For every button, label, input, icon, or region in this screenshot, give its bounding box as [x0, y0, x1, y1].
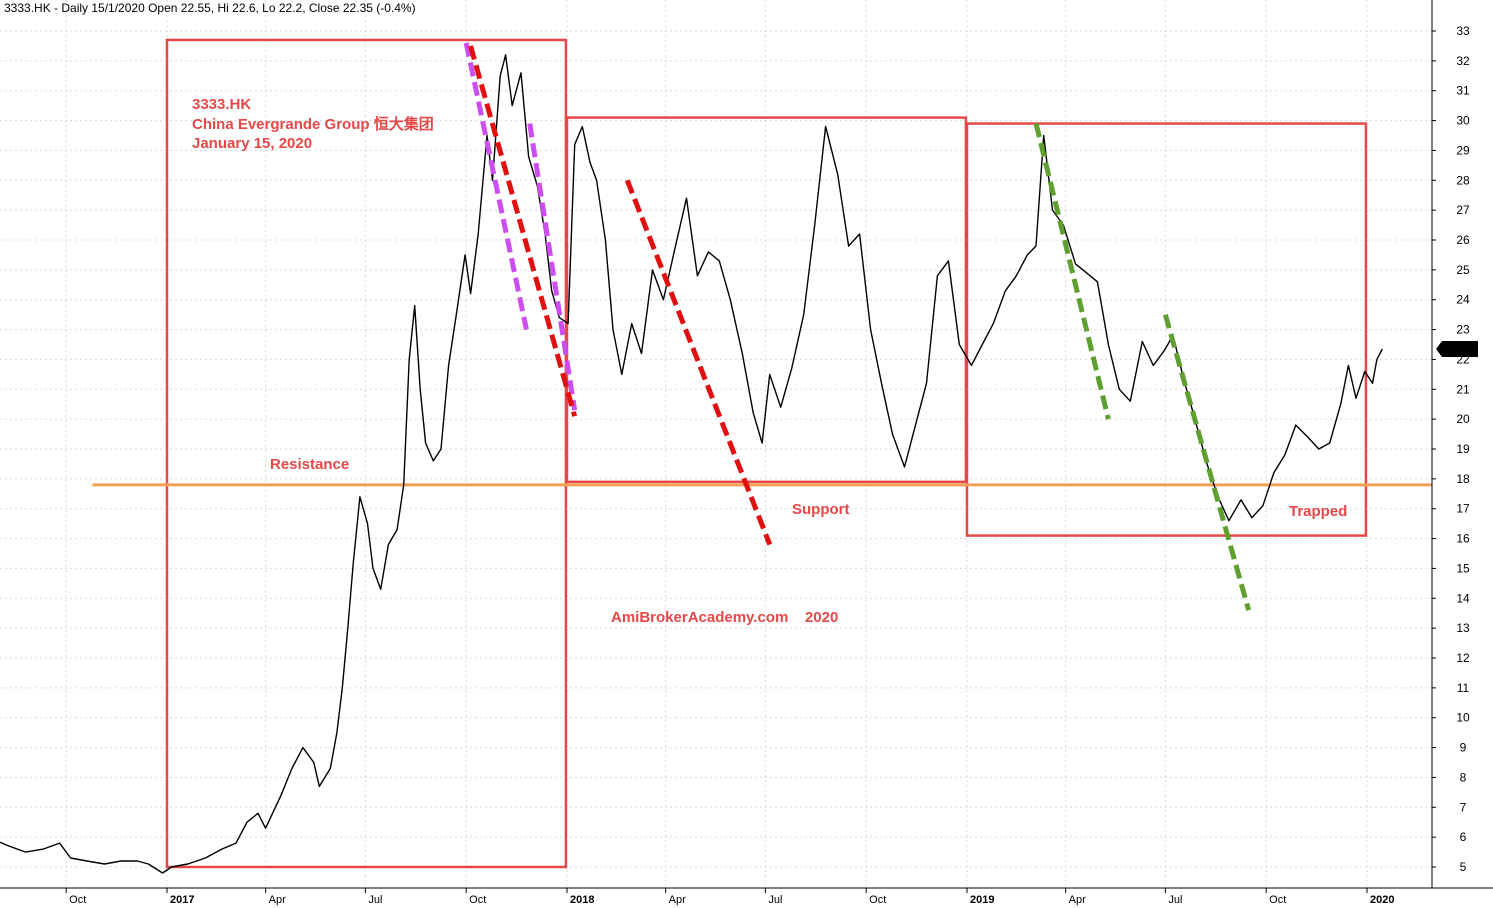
y-tick-label: 27 [1456, 203, 1470, 217]
x-tick-label: 2017 [170, 894, 194, 906]
last-price-tag-label: 22.35 [1445, 342, 1475, 356]
x-axis-ticks: Oct 2017 Apr Jul Oct 2018 Apr Jul Oct 2019 Apr Jul O… [65, 888, 1394, 906]
range-box [965, 122, 1368, 537]
last-price-tag: 22.35 [1436, 340, 1478, 357]
dashed-trend-line [463, 42, 529, 331]
y-tick-label: 14 [1456, 591, 1470, 605]
y-tick-label: 24 [1456, 293, 1470, 307]
dashed-trend-line [468, 45, 578, 417]
y-tick-label: 6 [1460, 830, 1467, 844]
y-tick-label: 11 [1457, 681, 1470, 695]
x-tick-label: Jul [1168, 894, 1182, 906]
axes [0, 0, 1493, 889]
y-tick-label: 7 [1460, 800, 1467, 814]
x-tick-label: Apr [269, 894, 286, 906]
x-tick-label: Jul [368, 894, 382, 906]
x-tick-label: Apr [669, 894, 686, 906]
x-tick-label: Oct [469, 894, 486, 906]
y-tick-label: 29 [1456, 143, 1470, 157]
y-tick-label: 23 [1456, 323, 1470, 337]
y-tick-label: 15 [1456, 561, 1470, 575]
annotation-title-date: January 15, 2020 [192, 135, 312, 152]
chart-header: 3333.HK - Daily 15/1/2020 Open 22.55, Hi… [4, 1, 416, 15]
last-price-tag-shape [1436, 340, 1478, 357]
annotation-title-company: China Evergrande Group 恒大集团 [192, 115, 434, 133]
y-axis-ticks: 5678910111213141516171819202122232425262… [1432, 24, 1470, 874]
x-tick-label: Oct [869, 894, 886, 906]
y-tick-label: 8 [1460, 770, 1467, 784]
annotation-resistance: Resistance [270, 456, 349, 473]
x-tick-label: Apr [1069, 894, 1086, 906]
y-tick-label: 9 [1460, 741, 1467, 755]
y-tick-label: 5 [1460, 860, 1467, 874]
y-tick-label: 20 [1456, 412, 1470, 426]
y-tick-label: 25 [1456, 263, 1470, 277]
annotation-support: Support [792, 501, 850, 518]
y-tick-label: 16 [1456, 532, 1470, 546]
y-tick-label: 30 [1456, 114, 1470, 128]
annotation-watermark: AmiBrokerAcademy.com 2020 [611, 609, 838, 626]
x-tick-label: 2019 [970, 894, 994, 906]
y-tick-label: 17 [1456, 502, 1470, 516]
y-tick-label: 31 [1456, 84, 1470, 98]
y-tick-label: 33 [1456, 24, 1470, 38]
x-tick-label: 2020 [1370, 894, 1394, 906]
annotation-title-ticker: 3333.HK [192, 96, 251, 113]
annotation-labels: 3333.HK - Daily 15/1/2020 Open 22.55, Hi… [4, 1, 1347, 626]
dashed-trend-line [527, 123, 578, 411]
y-tick-label: 26 [1456, 233, 1470, 247]
y-tick-label: 32 [1456, 54, 1470, 68]
y-tick-label: 10 [1456, 711, 1470, 725]
x-tick-label: Oct [69, 894, 86, 906]
range-boxes [165, 38, 1368, 869]
x-tick-label: Oct [1269, 894, 1286, 906]
y-tick-label: 21 [1456, 382, 1470, 396]
dashed-trend-line [624, 179, 773, 546]
gridlines [0, 0, 1432, 888]
y-tick-label: 13 [1456, 621, 1470, 635]
y-tick-label: 19 [1456, 442, 1470, 456]
dashed-trend-line [1162, 313, 1252, 611]
y-tick-label: 28 [1456, 173, 1470, 187]
x-tick-label: 2018 [570, 894, 594, 906]
x-tick-label: Jul [768, 894, 782, 906]
annotation-trapped: Trapped [1289, 503, 1347, 520]
price-series-line [0, 54, 1383, 874]
y-tick-label: 18 [1456, 472, 1470, 486]
trend-lines [463, 42, 1252, 611]
y-tick-label: 12 [1456, 651, 1470, 665]
dashed-trend-line [1033, 122, 1111, 420]
